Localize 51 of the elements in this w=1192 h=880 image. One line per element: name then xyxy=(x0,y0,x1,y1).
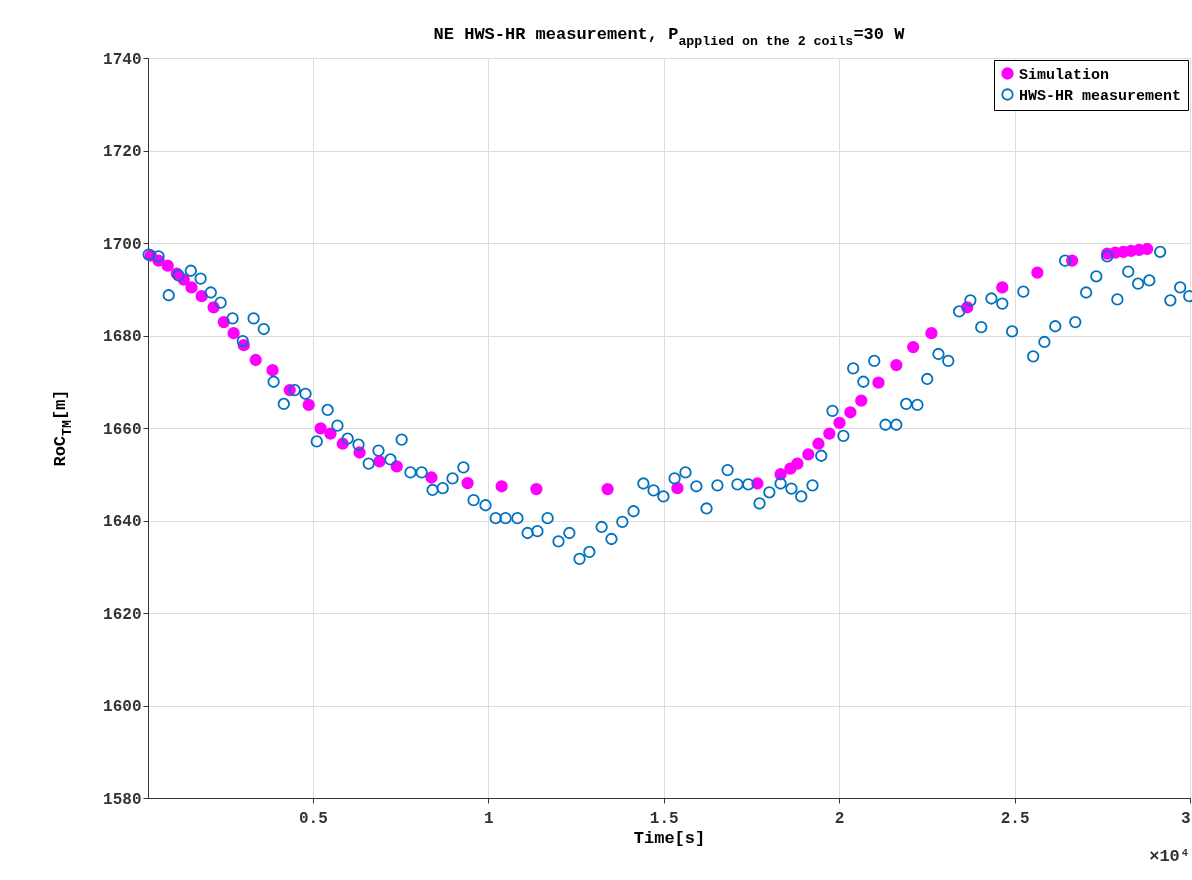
point xyxy=(161,259,174,272)
legend-label: Simulation xyxy=(1019,66,1110,84)
x-tick-label: 1 xyxy=(484,809,494,828)
point xyxy=(195,290,208,303)
y-tick-label: 1620 xyxy=(103,605,142,624)
y-axis-title: RoCTM[m] xyxy=(51,389,75,467)
point xyxy=(185,281,198,294)
y-tick-label: 1680 xyxy=(103,328,142,346)
y-tick-label: 1640 xyxy=(103,513,142,531)
point xyxy=(314,422,327,435)
legend-label: HWS-HR measurement xyxy=(1019,87,1182,105)
point xyxy=(217,315,230,329)
point xyxy=(907,340,920,354)
point xyxy=(925,327,938,340)
y-tick-label: 1580 xyxy=(103,790,142,809)
point xyxy=(601,482,614,496)
point xyxy=(461,476,474,490)
x-tick-label: 1.5 xyxy=(649,809,679,828)
point xyxy=(671,481,684,495)
point xyxy=(324,427,337,440)
point xyxy=(802,448,815,461)
point xyxy=(1031,266,1044,279)
point xyxy=(791,457,804,470)
point xyxy=(844,406,857,419)
point xyxy=(227,327,240,340)
point xyxy=(833,416,846,430)
point xyxy=(249,353,262,367)
point xyxy=(530,482,543,496)
point xyxy=(823,427,836,440)
x-axis-title: Time[s] xyxy=(633,828,706,848)
x-tick-label: 0.5 xyxy=(298,809,328,828)
point xyxy=(425,471,438,484)
x-tick-label: 2 xyxy=(834,809,845,828)
y-tick-label: 1700 xyxy=(103,235,142,254)
point xyxy=(996,281,1009,294)
y-tick-label: 1660 xyxy=(103,420,142,439)
point xyxy=(812,437,825,450)
text: ×10⁴ xyxy=(1149,847,1190,866)
y-tick-label: 1720 xyxy=(103,143,142,161)
x-tick-label: 2.5 xyxy=(1000,809,1030,828)
point xyxy=(495,480,508,493)
point xyxy=(266,364,279,377)
point xyxy=(1141,242,1154,256)
point xyxy=(774,468,787,481)
y-tick-label: 1740 xyxy=(103,50,142,69)
point xyxy=(890,358,903,372)
point xyxy=(872,376,885,389)
point xyxy=(855,394,868,407)
point xyxy=(302,398,315,412)
x-tick-label: 3 xyxy=(1180,809,1191,828)
y-tick-label: 1600 xyxy=(103,698,142,716)
